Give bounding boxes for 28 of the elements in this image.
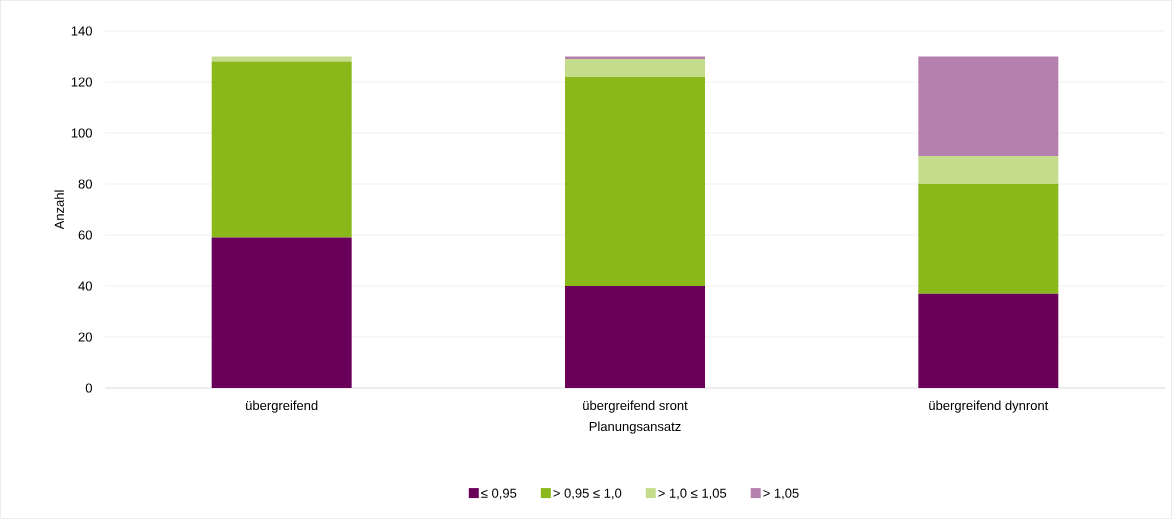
y-tick-label: 40: [78, 281, 92, 291]
y-tick-label: 140: [71, 26, 92, 36]
bar: [918, 183, 1059, 294]
x-axis-title: Planungsansatz: [589, 421, 681, 434]
bar: [211, 56, 352, 62]
y-tick-label: 80: [78, 179, 92, 189]
x-tick-label: übergreifend: [246, 400, 318, 413]
y-axis-title: Anzahl: [54, 190, 64, 230]
legend-label: ≤ 0,95: [481, 488, 517, 500]
bar: [918, 293, 1059, 388]
y-tick-label: 100: [71, 128, 92, 138]
legend-label: > 1,0 ≤ 1,05: [658, 488, 727, 500]
bar: [211, 237, 352, 388]
bar: [918, 155, 1059, 184]
y-tick-label: 0: [85, 383, 92, 393]
legend-label: > 0,95 ≤ 1,0: [553, 488, 622, 500]
y-tick-label: 20: [78, 332, 92, 342]
y-tick-label: 120: [71, 77, 92, 87]
bar: [211, 61, 352, 238]
bar: [565, 285, 705, 388]
bar: [565, 56, 705, 60]
x-tick-label: übergreifend sront: [583, 400, 688, 413]
y-tick-label: 60: [78, 230, 92, 240]
bar: [918, 56, 1059, 156]
bar: [565, 59, 705, 77]
bar: [565, 76, 705, 286]
legend-label: > 1,05: [763, 488, 799, 500]
x-tick-label: übergreifend dynront: [929, 400, 1049, 413]
